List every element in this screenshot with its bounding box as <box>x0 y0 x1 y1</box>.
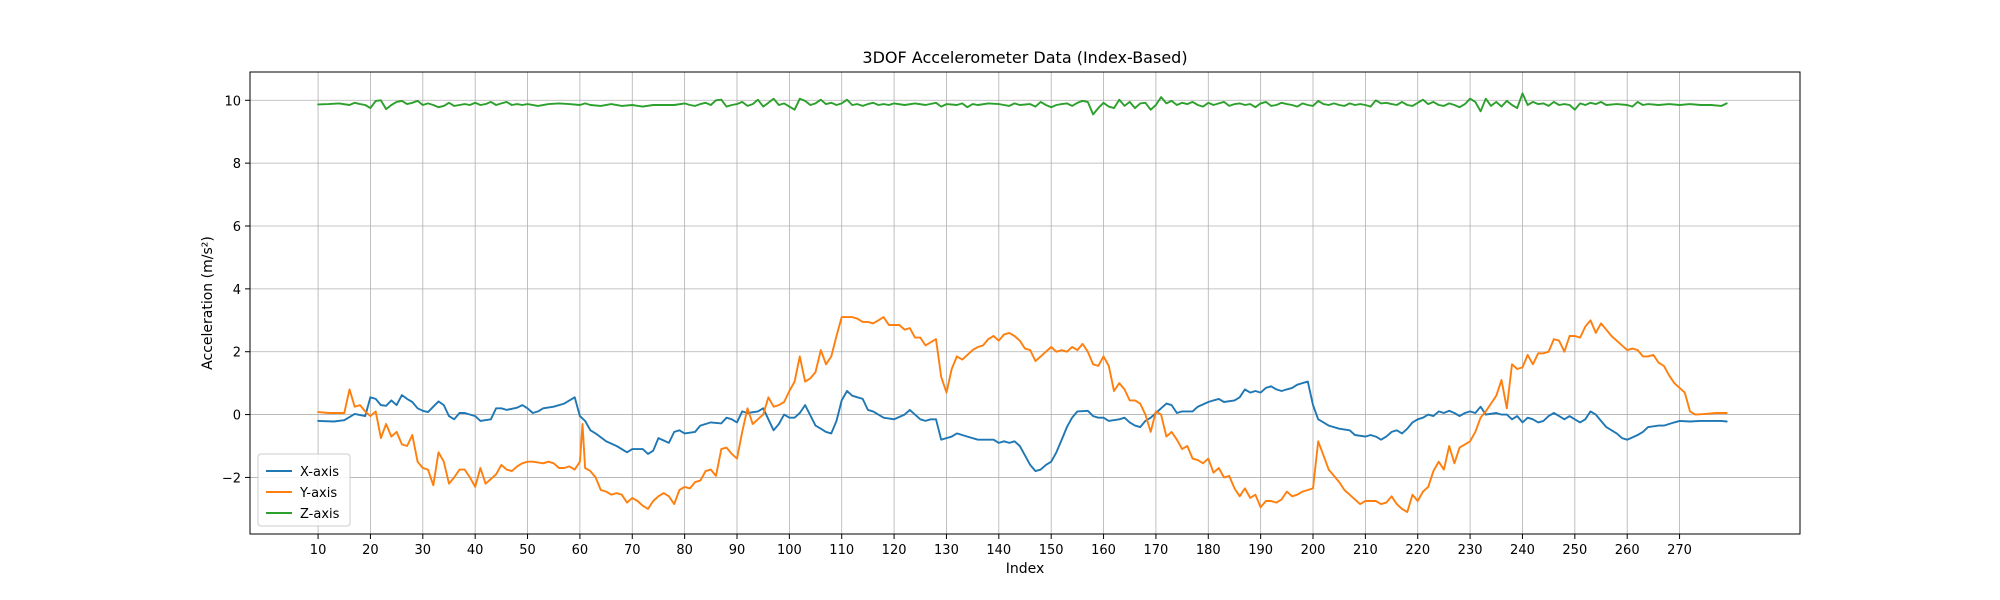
legend-label-z-axis: Z-axis <box>300 507 340 522</box>
x-tick-label: 200 <box>1301 543 1326 558</box>
x-tick-label: 150 <box>1039 543 1064 558</box>
y-tick-label: 0 <box>233 409 241 424</box>
x-tick-label: 240 <box>1510 543 1535 558</box>
series-lines <box>317 92 1728 513</box>
x-tick-label: 170 <box>1143 543 1168 558</box>
legend-label-y-axis: Y-axis <box>299 486 337 501</box>
legend: X-axis Y-axis Z-axis <box>257 453 351 527</box>
x-tick-label: 110 <box>829 543 854 558</box>
x-tick-label: 50 <box>519 543 536 558</box>
series-line-x-axis <box>317 380 1728 473</box>
x-tick-label: 40 <box>467 543 484 558</box>
series-line-z-axis <box>317 92 1728 116</box>
chart-title: 3DOF Accelerometer Data (Index-Based) <box>862 48 1187 67</box>
x-tick-label: 100 <box>777 543 802 558</box>
x-tick-label: 140 <box>986 543 1011 558</box>
x-tick-label: 120 <box>882 543 907 558</box>
x-tick-label: 190 <box>1248 543 1273 558</box>
plot-frame <box>249 71 1801 535</box>
x-tick-label: 10 <box>310 543 327 558</box>
x-tick-label: 30 <box>415 543 432 558</box>
grid <box>250 72 1800 534</box>
x-tick-label: 270 <box>1667 543 1692 558</box>
x-tick-label: 210 <box>1353 543 1378 558</box>
x-axis-label: Index <box>1006 561 1045 577</box>
x-tick-label: 70 <box>624 543 641 558</box>
x-tick-label: 160 <box>1091 543 1116 558</box>
x-tick-label: 130 <box>934 543 959 558</box>
y-tick-label: 6 <box>233 220 241 235</box>
x-tick-label: 220 <box>1405 543 1430 558</box>
x-tick-label: 20 <box>362 543 379 558</box>
series-line-y-axis <box>317 316 1728 513</box>
x-tick-label: 90 <box>729 543 746 558</box>
axis-ticks: 10 20 30 40 50 60 70 80 90 100 110 120 130 140 150 160 1… <box>222 94 1692 558</box>
x-tick-label: 250 <box>1562 543 1587 558</box>
y-tick-label: 4 <box>233 283 241 298</box>
x-tick-label: 80 <box>676 543 693 558</box>
y-tick-label: 10 <box>224 94 241 109</box>
x-tick-label: 260 <box>1615 543 1640 558</box>
y-tick-label: 8 <box>233 157 241 172</box>
x-tick-label: 60 <box>572 543 589 558</box>
x-tick-label: 230 <box>1458 543 1483 558</box>
y-tick-label: −2 <box>222 471 241 486</box>
y-axis-label: Acceleration (m/s²) <box>200 236 216 370</box>
y-tick-label: 2 <box>233 346 241 361</box>
legend-label-x-axis: X-axis <box>300 465 339 480</box>
x-tick-label: 180 <box>1196 543 1221 558</box>
